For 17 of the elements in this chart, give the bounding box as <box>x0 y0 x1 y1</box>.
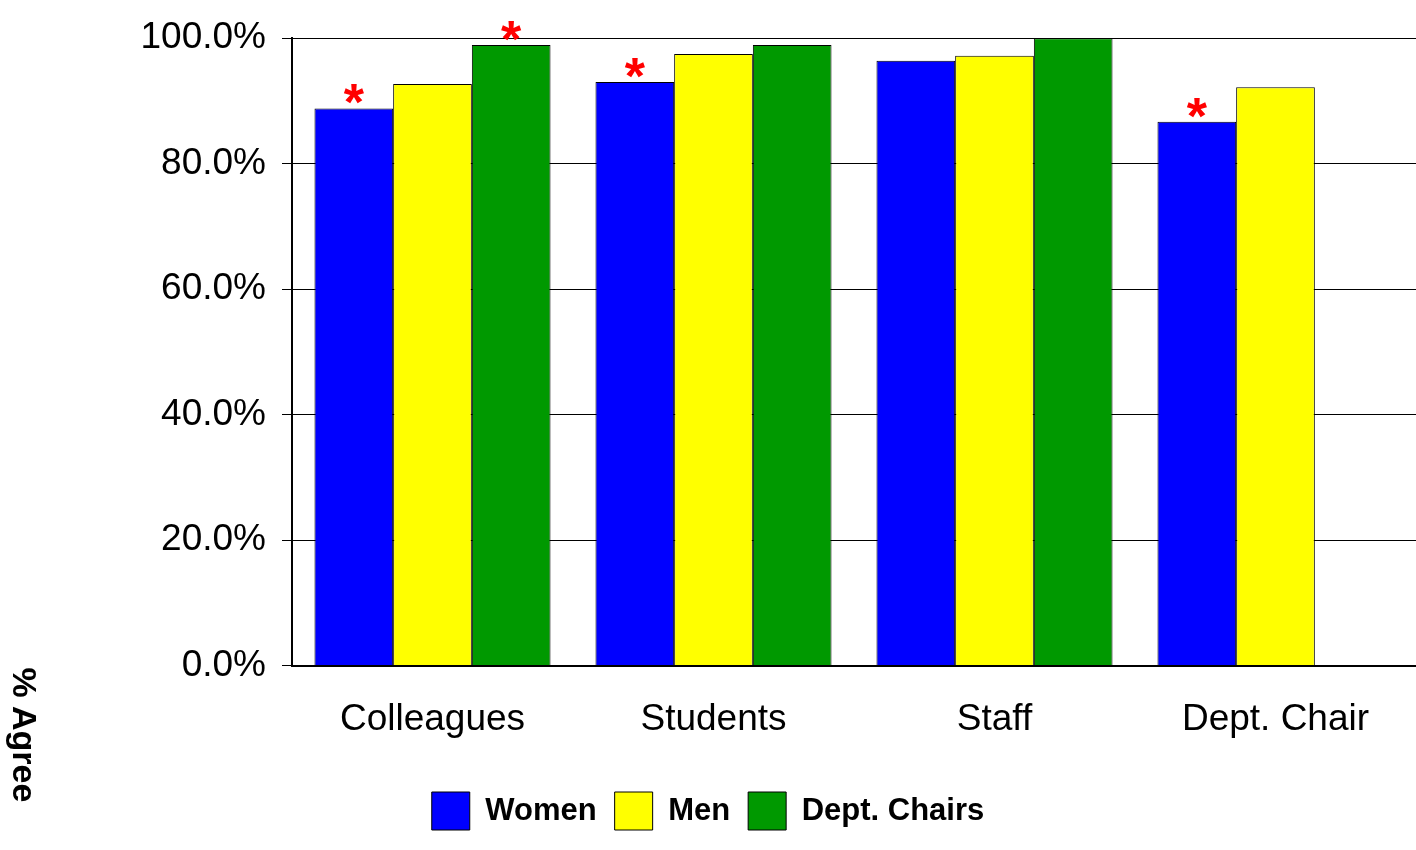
x-tick-label: Colleagues <box>339 697 526 738</box>
y-tick-label: 0.0% <box>181 642 266 684</box>
x-tick-label: Staff <box>956 697 1033 738</box>
y-tick-label: 20.0% <box>161 517 266 559</box>
y-tick-label: 40.0% <box>161 391 266 433</box>
y-tick-label: 60.0% <box>161 266 266 308</box>
y-tick-label: 100.0% <box>140 15 266 57</box>
x-tick-label: Dept. Chair <box>1181 697 1370 738</box>
x-tick-label: Students <box>640 697 787 738</box>
y-axis-title: % Agree <box>5 667 44 803</box>
legend-label: Dept. Chairs <box>801 791 985 827</box>
annotation: * <box>1186 86 1208 145</box>
annotation: * <box>624 47 646 106</box>
annotation: * <box>343 73 365 132</box>
legend-label: Men <box>668 791 731 827</box>
legend-label: Women <box>485 791 597 827</box>
y-tick-label: 80.0% <box>161 140 266 182</box>
